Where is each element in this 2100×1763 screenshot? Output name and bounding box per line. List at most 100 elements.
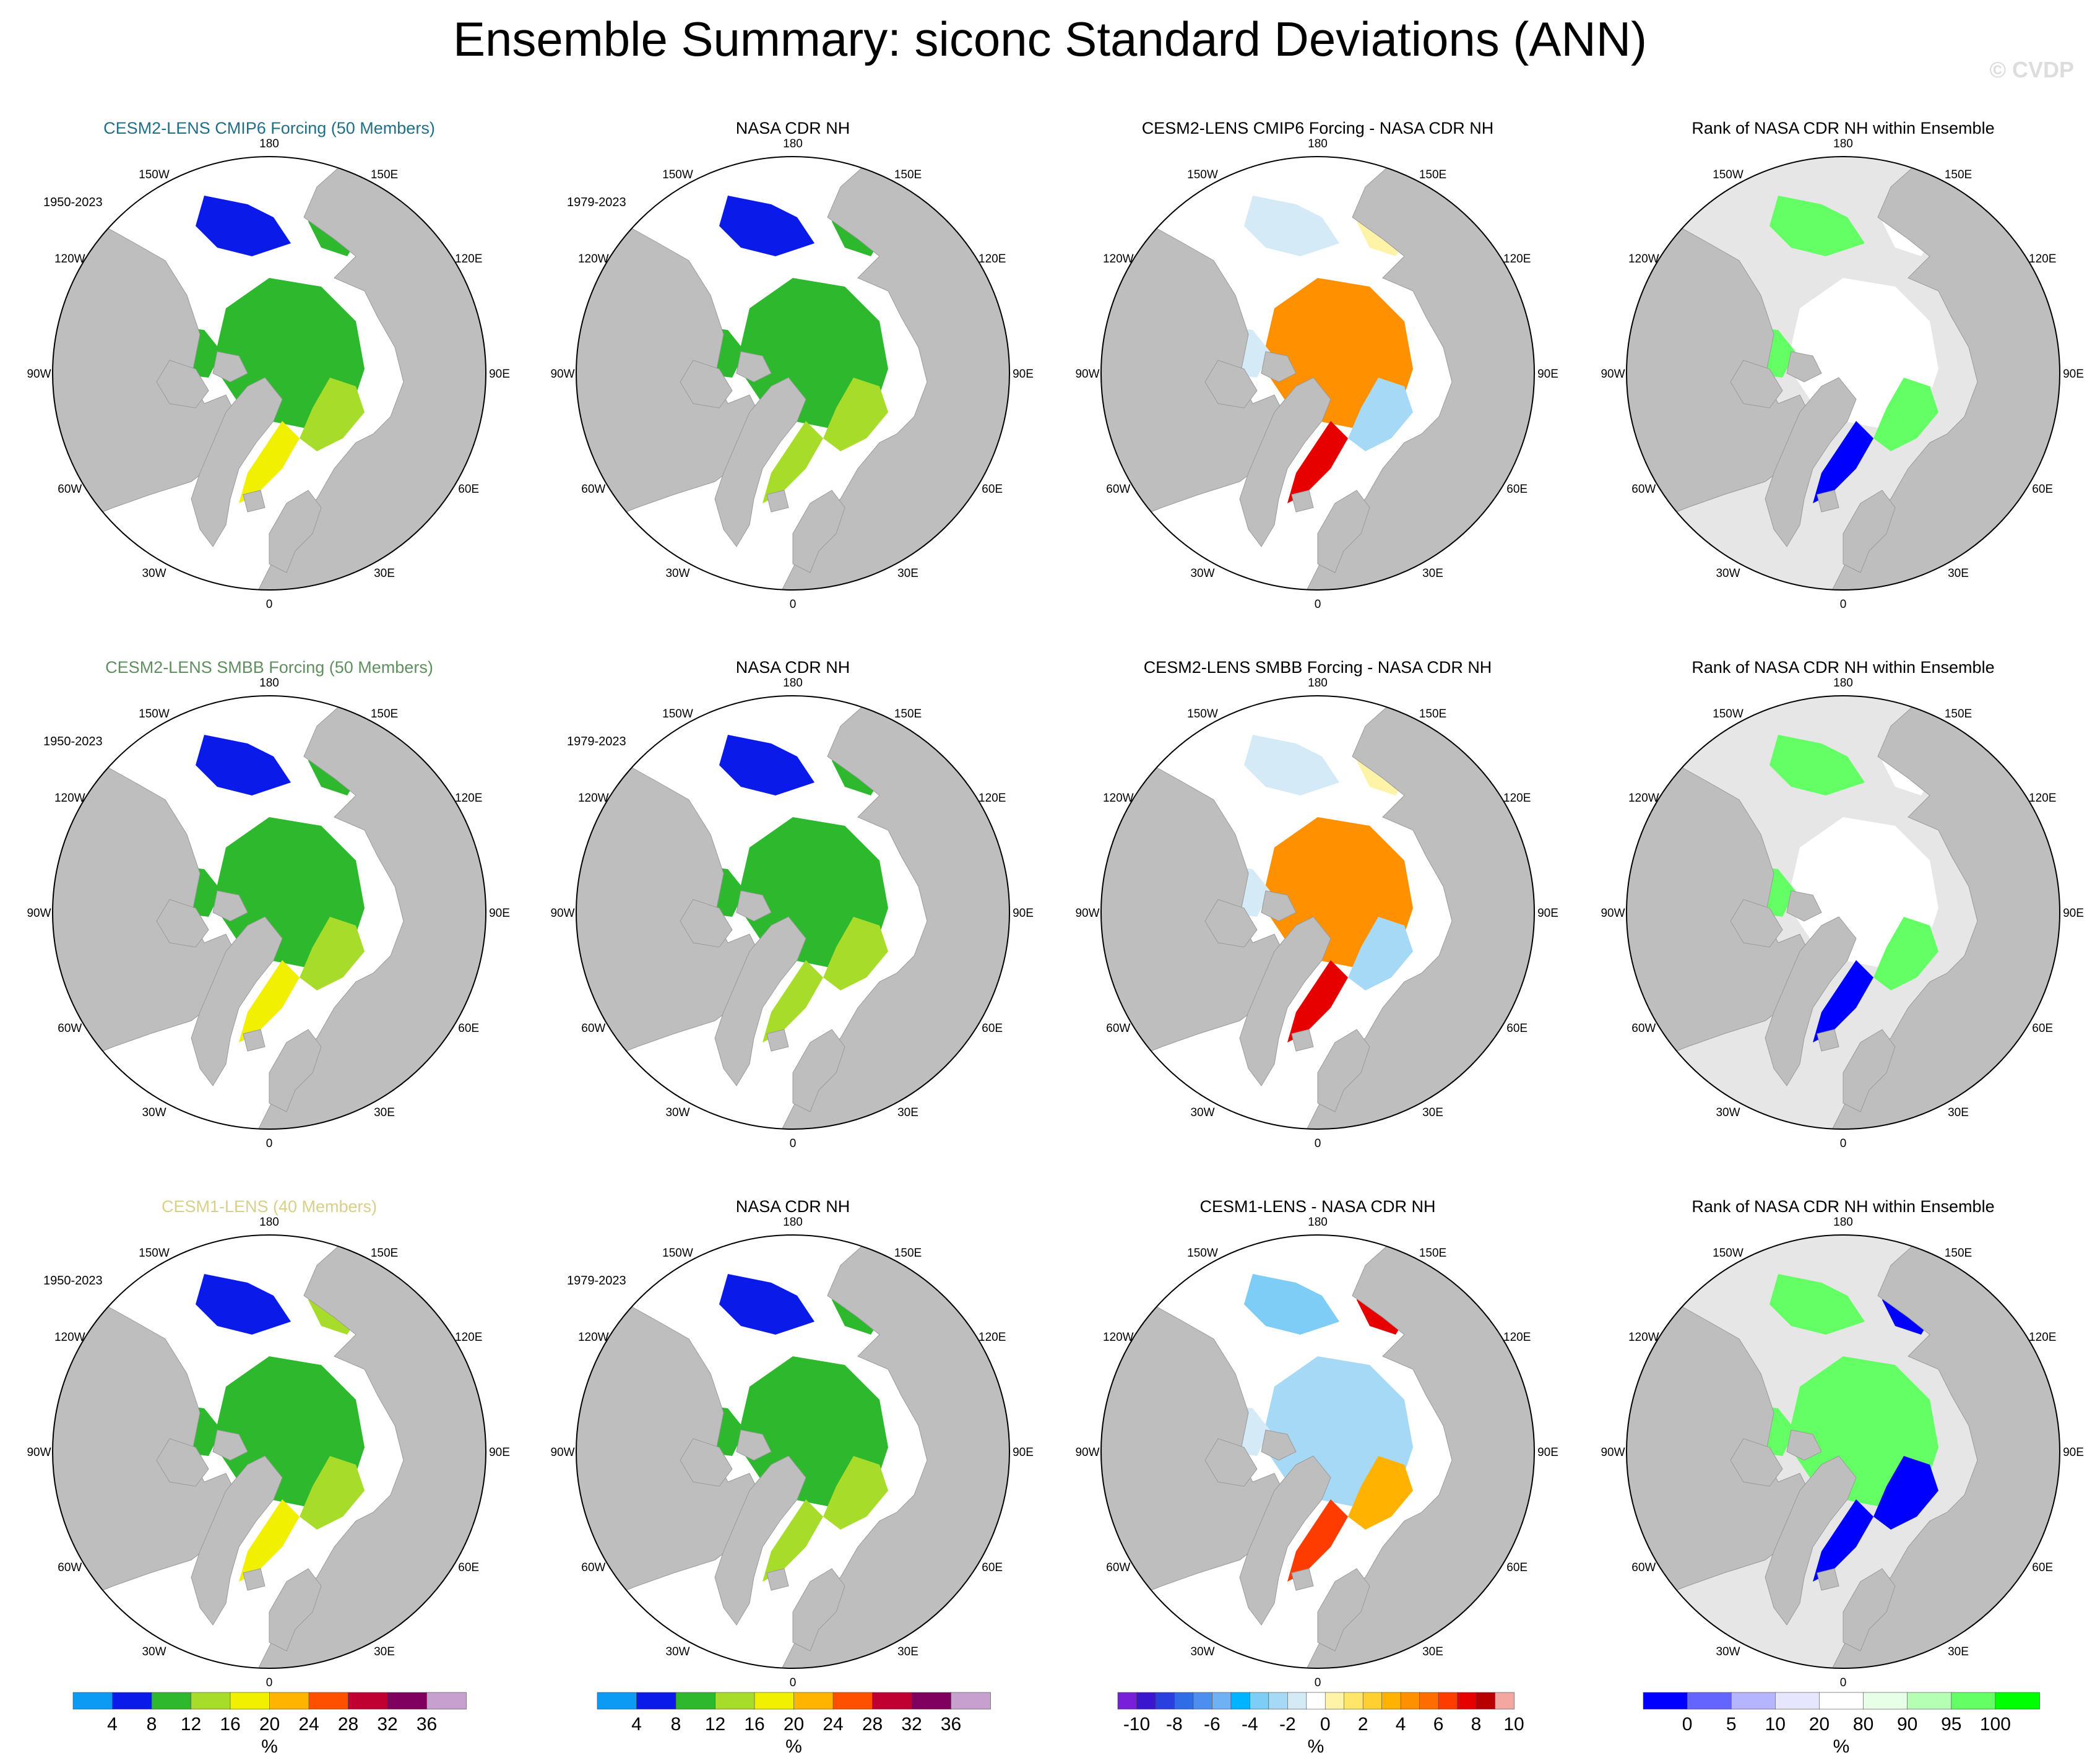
figure-title: Ensemble Summary: siconc Standard Deviat… <box>452 12 1648 66</box>
lon-label: 120E <box>1503 1331 1531 1344</box>
lon-label: 90E <box>2063 1446 2084 1459</box>
lon-label: 60W <box>1106 1022 1130 1035</box>
land-iceland <box>766 1568 789 1591</box>
colorbar-tick-label: -8 <box>1166 1714 1183 1735</box>
land-baffin <box>1204 1438 1258 1487</box>
colorbar-swatch <box>675 1692 716 1710</box>
map-boundary <box>1626 1234 2060 1669</box>
lon-label: 90W <box>27 1446 51 1459</box>
lon-label: 60E <box>1506 1561 1527 1574</box>
lon-label: 180 <box>259 677 279 690</box>
land-greenland <box>1239 377 1331 547</box>
colorbar-stddev: 4 8 12 16 20 24 28 32 36% <box>597 1692 991 1757</box>
lon-label: 90E <box>2063 368 2084 381</box>
colorbar-tick-label: 16 <box>220 1714 240 1735</box>
lon-label: 120W <box>54 1331 85 1344</box>
colorbar-tick-label: 16 <box>744 1714 764 1735</box>
lon-label: 30W <box>142 567 166 580</box>
lon-label: 120E <box>1503 253 1531 266</box>
panel-title: Rank of NASA CDR NH within Ensemble <box>1692 658 1994 677</box>
land-ellesmere <box>1261 351 1297 383</box>
colorbar-unit: % <box>1833 1736 1850 1757</box>
lon-label: 150E <box>1945 708 1972 721</box>
colorbar-tick-label: 24 <box>823 1714 843 1735</box>
map-boundary <box>1626 156 2060 591</box>
lon-label: 90E <box>2063 907 2084 920</box>
lon-label: 120E <box>1503 792 1531 805</box>
lon-label: 60E <box>1506 483 1527 496</box>
lon-label: 150E <box>1945 1247 1972 1260</box>
period-label: 1979-2023 <box>567 1274 626 1288</box>
lon-label: 30W <box>1190 1106 1214 1119</box>
sea-ice-region-barentsKara: Barents-Kara <box>300 378 365 451</box>
panel-title: NASA CDR NH <box>736 658 850 677</box>
lon-label: 30W <box>1190 567 1214 580</box>
cvdp-watermark: © CVDP <box>1989 57 2074 82</box>
land-ellesmere <box>1786 1429 1822 1461</box>
land-greenland <box>191 916 283 1086</box>
colorbar-tick-label: 12 <box>705 1714 725 1735</box>
lon-label: 150W <box>1187 168 1218 181</box>
sea-ice-region-chukchi: Chukchi-Bering shelf <box>719 735 815 795</box>
map-boundary <box>52 1234 486 1669</box>
period-label: 1979-2023 <box>567 196 626 209</box>
colorbar-swatch <box>151 1692 192 1710</box>
map-panel-r2c2: Central ArcticArctic peripheryChukchi-Be… <box>550 658 1033 1150</box>
colorbar-swatch <box>1250 1692 1269 1710</box>
lon-label: 30W <box>665 567 689 580</box>
period-label: 1950-2023 <box>43 735 103 748</box>
lon-label: 30E <box>1422 1645 1443 1658</box>
lon-label: 120E <box>2029 1331 2056 1344</box>
lon-label: 150W <box>1713 168 1744 181</box>
lon-label: 30W <box>1716 1645 1740 1658</box>
colorbar-swatch <box>1230 1692 1251 1710</box>
colorbar-difference: -10 -8 -6 -4 -2 0 2 4 6 8 10% <box>1117 1692 1524 1757</box>
colorbar-tick-label: -2 <box>1279 1714 1296 1735</box>
sea-ice-region-chukchi: Chukchi-Bering shelf <box>719 1274 815 1335</box>
colorbar-swatch <box>1995 1692 2040 1710</box>
colorbar-tick-label: 10 <box>1765 1714 1786 1735</box>
panel-title: CESM2-LENS CMIP6 Forcing - NASA CDR NH <box>1142 119 1494 137</box>
sea-ice-region-eastGreenland: East Greenland <box>763 1499 823 1582</box>
land-ellesmere <box>1261 890 1297 922</box>
colorbar-swatch <box>1495 1692 1515 1710</box>
lon-label: 150W <box>1713 1247 1744 1260</box>
lon-label: 30W <box>142 1106 166 1119</box>
land-greenland <box>714 377 806 547</box>
lon-label: 60E <box>982 483 1003 496</box>
colorbar-tick-label: -4 <box>1242 1714 1258 1735</box>
sea-ice-region-barentsKara: Barents-Kara <box>1348 1456 1413 1530</box>
map-panel-r1c3: Central ArcticArctic peripheryChukchi-Be… <box>1075 119 1558 611</box>
colorbar-swatch <box>1457 1692 1477 1710</box>
colorbar-tick-label: 80 <box>1853 1714 1873 1735</box>
land-ellesmere <box>1261 1429 1297 1461</box>
colorbar-tick-label: 32 <box>377 1714 397 1735</box>
colorbar-swatch <box>1863 1692 1908 1710</box>
period-label: 1950-2023 <box>43 196 103 209</box>
land-greenland <box>714 916 806 1086</box>
colorbar-tick-label: -6 <box>1204 1714 1221 1735</box>
colorbar-swatch <box>72 1692 113 1710</box>
colorbar-tick-label: 5 <box>1726 1714 1737 1735</box>
lon-label: 30W <box>665 1645 689 1658</box>
land-iceland <box>1291 1029 1314 1052</box>
colorbar-tick-label: 95 <box>1941 1714 1961 1735</box>
map-panel-r3c2: Central ArcticArctic peripheryChukchi-Be… <box>550 1197 1033 1689</box>
lon-label: 30E <box>1422 1106 1443 1119</box>
colorbar-tick-label: 8 <box>1471 1714 1482 1735</box>
colorbar-swatch <box>1193 1692 1213 1710</box>
colorbar-tick-label: 10 <box>1503 1714 1524 1735</box>
lon-label: 120E <box>2029 792 2056 805</box>
lon-label: 90E <box>1013 368 1034 381</box>
sea-ice-region-eastGreenland: East Greenland <box>1813 960 1873 1042</box>
sea-ice-region-chukchi: Chukchi-Bering shelf <box>1244 1274 1339 1335</box>
lon-label: 120E <box>2029 253 2056 266</box>
lon-label: 120E <box>979 792 1006 805</box>
sea-ice-region-eastGreenland: East Greenland <box>1287 1499 1348 1582</box>
colorbar-tick-label: 20 <box>784 1714 804 1735</box>
lon-label: 60E <box>2032 483 2053 496</box>
panel-title: CESM2-LENS SMBB Forcing (50 Members) <box>105 658 433 677</box>
sea-ice-region-eastGreenland: East Greenland <box>239 960 300 1042</box>
map-content: Central ArcticArctic peripheryChukchi-Be… <box>576 1235 1009 1668</box>
